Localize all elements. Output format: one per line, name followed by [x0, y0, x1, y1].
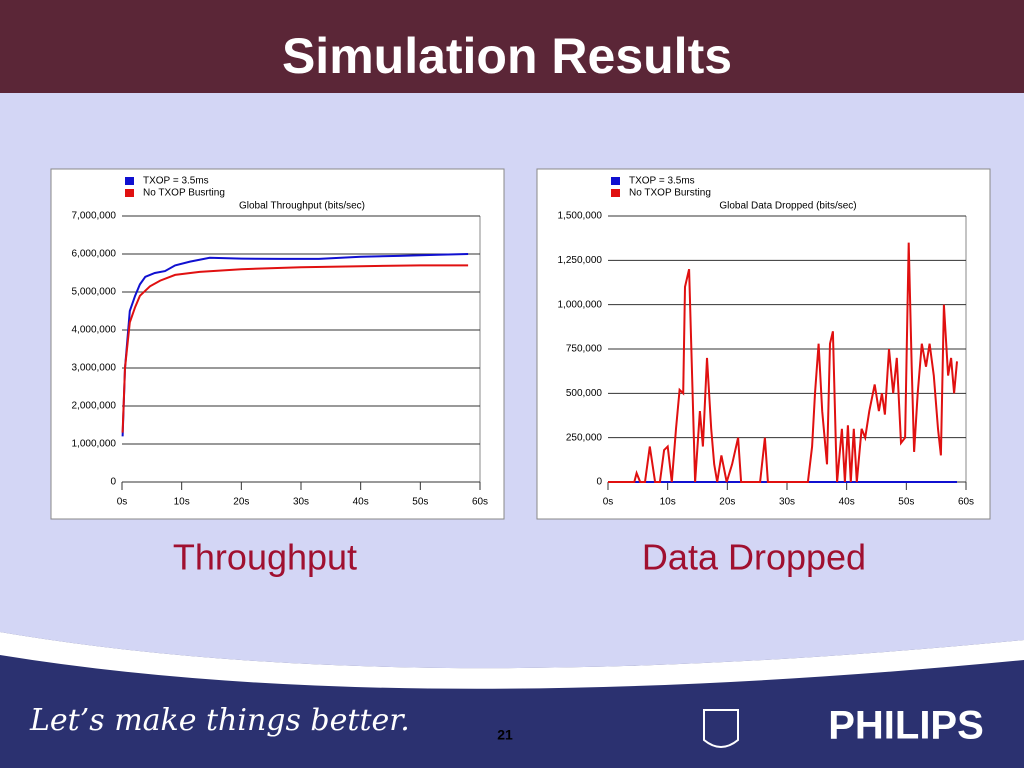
x-tick-label: 50s	[898, 497, 914, 508]
series-line	[121, 264, 469, 433]
y-tick-label: 500,000	[566, 388, 603, 399]
slide-title: Simulation Results	[282, 28, 732, 84]
x-tick-label: 0s	[117, 497, 128, 508]
y-tick-label: 2,000,000	[72, 401, 117, 412]
caption: Throughput	[173, 537, 357, 578]
slogan: Let’s make things better.	[29, 703, 410, 738]
page-number: 21	[497, 727, 513, 743]
x-tick-label: 40s	[353, 497, 369, 508]
legend-label: TXOP = 3.5ms	[143, 176, 209, 187]
x-tick-label: 10s	[660, 497, 676, 508]
y-tick-label: 7,000,000	[72, 211, 117, 222]
legend-swatch	[611, 177, 620, 185]
x-tick-label: 20s	[719, 497, 735, 508]
x-tick-label: 60s	[472, 497, 488, 508]
series-line	[121, 253, 469, 437]
x-tick-label: 50s	[412, 497, 428, 508]
chart-frame	[536, 168, 991, 520]
series-line	[608, 242, 958, 483]
x-tick-label: 30s	[293, 497, 309, 508]
y-tick-label: 0	[596, 477, 602, 488]
y-tick-label: 1,000,000	[72, 439, 117, 450]
legend-label: No TXOP Busrting	[143, 188, 225, 199]
y-tick-label: 0	[110, 477, 116, 488]
legend-swatch	[125, 189, 134, 197]
chart-frame	[50, 168, 505, 520]
legend-label: No TXOP Bursting	[629, 188, 711, 199]
legend-label: TXOP = 3.5ms	[629, 176, 695, 187]
y-tick-label: 750,000	[566, 344, 603, 355]
chart-title: Global Throughput (bits/sec)	[239, 201, 365, 212]
shield-logo	[703, 709, 739, 748]
y-tick-label: 5,000,000	[72, 287, 117, 298]
x-tick-label: 20s	[233, 497, 249, 508]
x-tick-label: 30s	[779, 497, 795, 508]
caption: Data Dropped	[642, 537, 866, 578]
x-tick-label: 0s	[603, 497, 614, 508]
y-tick-label: 1,000,000	[558, 299, 603, 310]
x-tick-label: 60s	[958, 497, 974, 508]
x-tick-label: 10s	[174, 497, 190, 508]
y-tick-label: 250,000	[566, 432, 603, 443]
x-tick-label: 40s	[839, 497, 855, 508]
footer-wave	[0, 632, 1024, 689]
chart-title: Global Data Dropped (bits/sec)	[719, 201, 856, 212]
legend-swatch	[611, 189, 620, 197]
brand: PHILIPS	[828, 704, 984, 748]
legend-swatch	[125, 177, 134, 185]
y-tick-label: 4,000,000	[72, 325, 117, 336]
header-bar	[0, 0, 1024, 93]
y-tick-label: 1,250,000	[558, 255, 603, 266]
y-tick-label: 3,000,000	[72, 363, 117, 374]
y-tick-label: 6,000,000	[72, 249, 117, 260]
y-tick-label: 1,500,000	[558, 211, 603, 222]
